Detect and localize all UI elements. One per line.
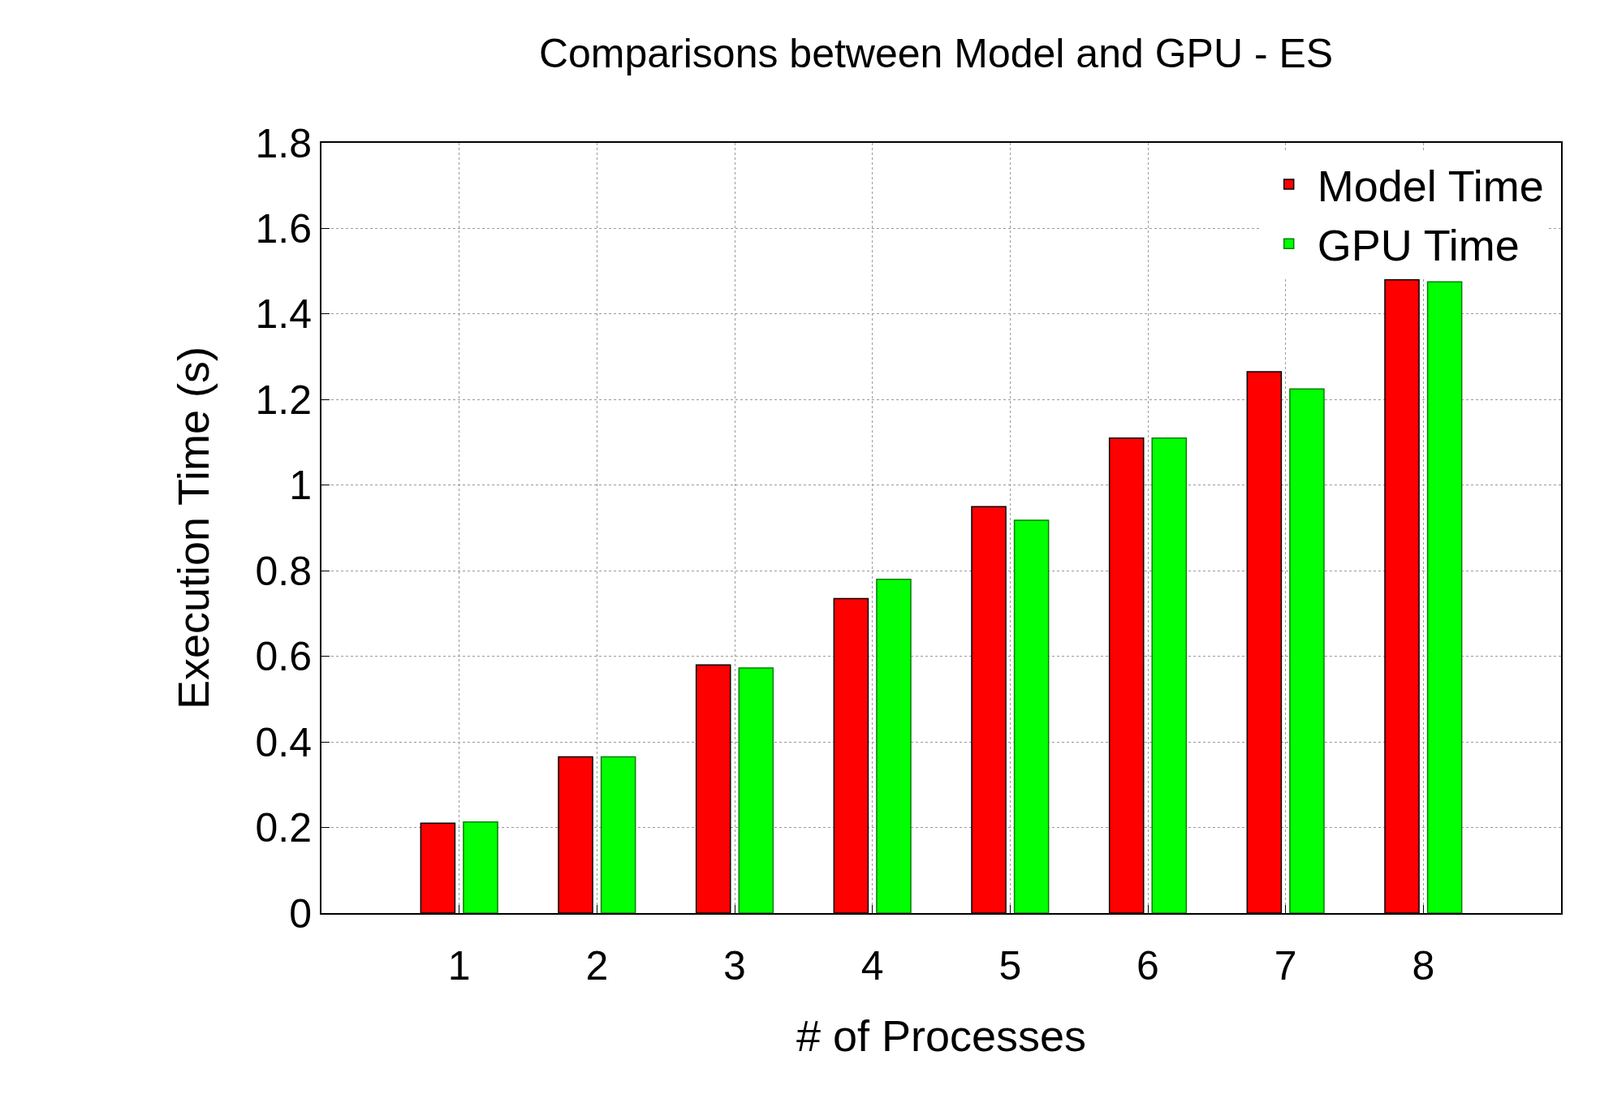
- svg-text:Model Time: Model Time: [1317, 161, 1544, 211]
- svg-text:1.8: 1.8: [254, 120, 312, 167]
- svg-text:1.6: 1.6: [254, 206, 312, 252]
- svg-text:0.8: 0.8: [254, 548, 312, 595]
- svg-text:6: 6: [1136, 943, 1160, 989]
- svg-text:0.4: 0.4: [254, 720, 312, 766]
- svg-text:0.6: 0.6: [254, 633, 312, 680]
- svg-text:3: 3: [723, 943, 747, 989]
- svg-text:1.2: 1.2: [254, 377, 312, 423]
- svg-text:1: 1: [448, 943, 471, 989]
- svg-text:# of Processes: # of Processes: [796, 1011, 1087, 1061]
- svg-text:0.2: 0.2: [254, 805, 312, 851]
- svg-text:8: 8: [1411, 943, 1435, 989]
- svg-text:5: 5: [998, 943, 1022, 989]
- svg-text:Comparisons between Model and: Comparisons between Model and GPU - ES: [539, 30, 1333, 77]
- svg-text:1: 1: [288, 462, 312, 509]
- svg-text:0: 0: [288, 891, 312, 937]
- svg-text:Execution Time (s): Execution Time (s): [168, 346, 218, 710]
- svg-text:2: 2: [585, 943, 609, 989]
- svg-text:4: 4: [861, 943, 885, 989]
- svg-text:GPU Time: GPU Time: [1317, 220, 1520, 270]
- svg-text:7: 7: [1274, 943, 1298, 989]
- svg-text:1.4: 1.4: [254, 291, 312, 337]
